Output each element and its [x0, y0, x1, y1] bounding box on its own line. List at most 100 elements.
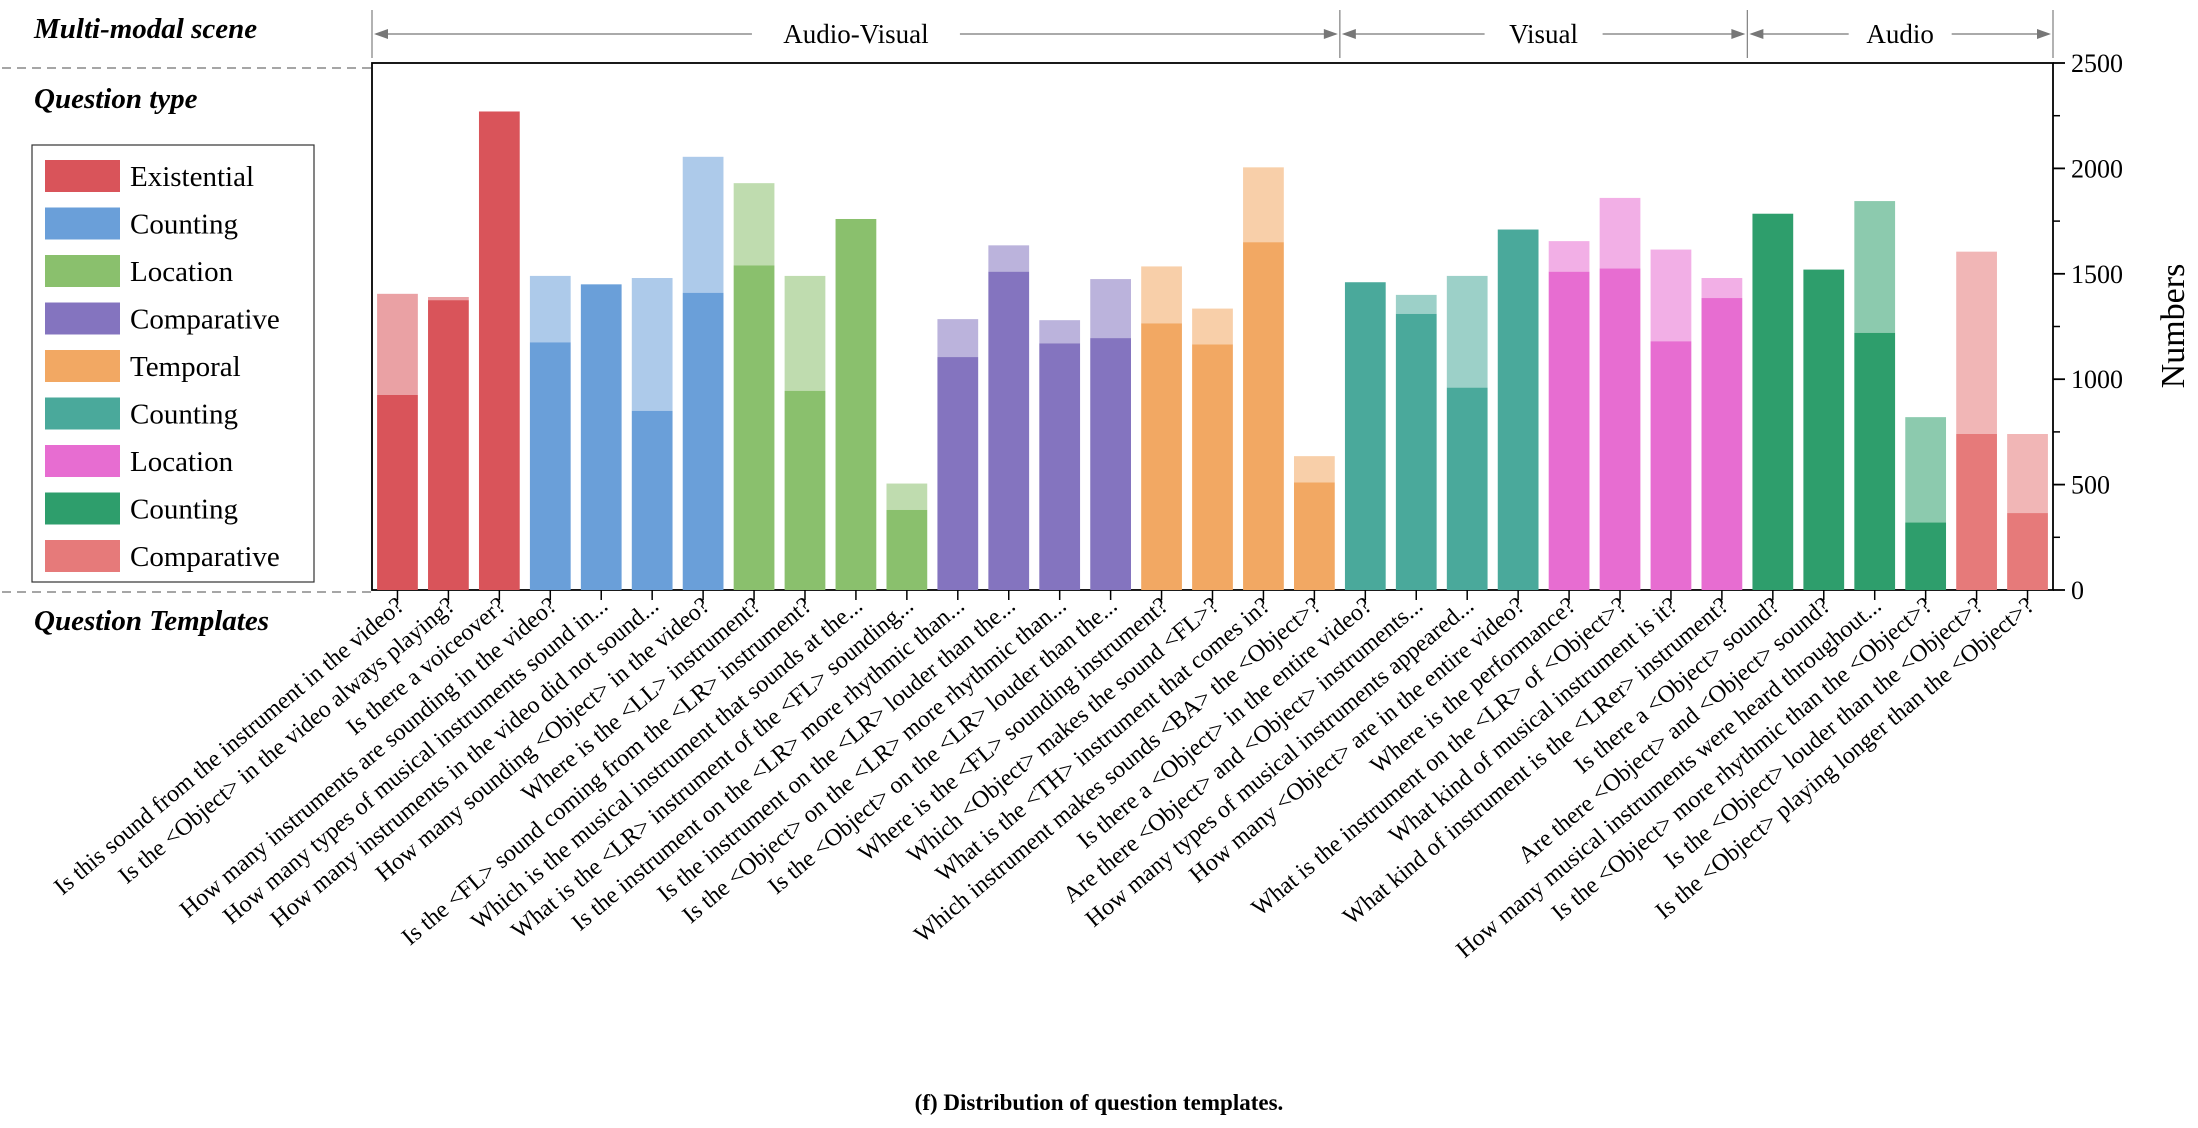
- bar-top: [886, 483, 928, 510]
- y-axis-label: Numbers: [2155, 264, 2192, 389]
- bar-base: [1294, 482, 1335, 590]
- scene-arrow-right: [2037, 29, 2051, 39]
- scene-label: Audio-Visual: [783, 19, 928, 49]
- bar-top: [631, 278, 673, 411]
- legend-swatch: [45, 160, 120, 192]
- bar-top: [529, 275, 571, 343]
- legend-label: Location: [130, 446, 234, 478]
- legend-swatch: [45, 302, 120, 335]
- bar-base: [1548, 271, 1590, 590]
- bar-top: [1548, 241, 1590, 272]
- bar-top: [733, 183, 775, 266]
- bar-top: [1039, 320, 1081, 344]
- legend-swatch: [45, 397, 120, 430]
- bar-base: [631, 410, 673, 590]
- scene-arrow-right: [1323, 29, 1338, 39]
- bar-base: [1650, 341, 1692, 590]
- bar-group: [377, 111, 2048, 591]
- legend-swatch: [45, 492, 120, 525]
- legend-label: Comparative: [130, 541, 280, 573]
- x-axis: Is this sound from the instrument in the…: [49, 590, 2039, 963]
- bar-top: [428, 296, 469, 301]
- bar-top: [1294, 456, 1335, 483]
- y-tick-label: 2500: [2071, 49, 2123, 78]
- bar-base: [1905, 522, 1947, 590]
- legend-label: Location: [130, 256, 234, 288]
- bar-base: [682, 292, 724, 590]
- scene-arrow-right: [1731, 29, 1746, 39]
- bar-base: [835, 218, 877, 590]
- legend-swatch: [45, 207, 120, 240]
- legend-swatch: [45, 350, 120, 382]
- bar-base: [1395, 313, 1437, 590]
- bar-base: [1141, 323, 1182, 590]
- scene-arrow-left: [1749, 29, 1764, 39]
- bar-base: [478, 111, 520, 590]
- bar-base: [988, 271, 1030, 590]
- legend-swatch: [45, 445, 120, 477]
- legend-label: Existential: [130, 161, 254, 193]
- bar-base: [1497, 229, 1539, 591]
- legend: Existential Counting Location Comparative Te…: [31, 144, 315, 583]
- bar-base: [1599, 268, 1641, 590]
- bar-top: [1141, 266, 1182, 324]
- bar-top: [1192, 308, 1233, 345]
- bar-base: [580, 284, 622, 590]
- bar-top: [2007, 434, 2048, 514]
- scene-arrow-left: [374, 29, 388, 39]
- bar-top: [377, 293, 418, 396]
- bar-base: [2007, 513, 2048, 590]
- bar-top: [1650, 249, 1692, 342]
- bar-top: [682, 156, 724, 293]
- bar-top: [937, 319, 979, 358]
- bar-base: [1956, 434, 1997, 590]
- legend-label: Comparative: [130, 304, 280, 336]
- bar-base: [529, 342, 571, 590]
- bar-base: [1854, 332, 1896, 590]
- bar-base: [784, 390, 826, 590]
- bar-base: [1803, 269, 1845, 590]
- legend-swatch: [45, 540, 120, 572]
- bar-base: [733, 265, 775, 590]
- figure-caption: (f) Distribution of question templates.: [914, 1090, 1284, 1115]
- bar-base: [377, 395, 418, 590]
- bar-top: [1243, 167, 1284, 243]
- legend-label: Counting: [130, 399, 238, 431]
- bar-base: [937, 357, 979, 590]
- bar-base: [428, 300, 469, 590]
- bar-top: [1701, 278, 1743, 299]
- legend-label: Counting: [130, 494, 238, 526]
- bar-base: [1039, 343, 1081, 590]
- y-axis: 0 500 1000 1500 2000 2500: [2053, 49, 2123, 605]
- bar-top: [1446, 275, 1488, 388]
- legend-label: Counting: [130, 209, 238, 241]
- bar-base: [1243, 242, 1284, 590]
- bar-top: [1395, 294, 1437, 314]
- bar-base: [1344, 282, 1386, 590]
- scene-header: Multi-modal scene: [33, 13, 257, 45]
- scene-label: Audio: [1866, 19, 1934, 49]
- templates-header: Question Templates: [34, 605, 269, 637]
- y-tick-label: 2000: [2071, 154, 2123, 183]
- legend-swatch: [45, 255, 120, 287]
- bar-base: [1701, 298, 1743, 590]
- bar-base: [1446, 387, 1488, 590]
- bar-top: [784, 275, 826, 391]
- question-type-header: Question type: [34, 83, 198, 115]
- scene-label: Visual: [1509, 19, 1578, 49]
- y-tick-label: 0: [2071, 576, 2084, 605]
- bar-top: [1905, 417, 1947, 523]
- bar-base: [1090, 338, 1131, 590]
- scene-row: Audio-Visual Visual Audio: [371, 10, 2054, 58]
- bar-base: [1752, 213, 1794, 591]
- bar-top: [1956, 251, 1997, 435]
- bar-base: [1192, 344, 1233, 590]
- y-tick-label: 1000: [2071, 365, 2123, 394]
- y-tick-label: 500: [2071, 471, 2110, 500]
- bar-top: [1854, 201, 1896, 333]
- legend-label: Temporal: [130, 351, 241, 383]
- bar-base: [886, 509, 928, 590]
- bar-top: [988, 245, 1030, 272]
- y-tick-label: 1500: [2071, 260, 2123, 289]
